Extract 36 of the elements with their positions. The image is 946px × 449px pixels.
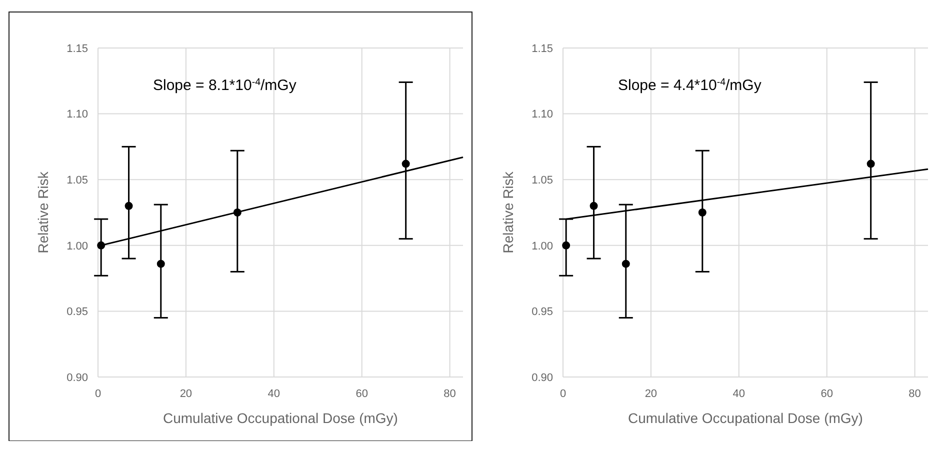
y-tick-label: 1.15 xyxy=(66,42,88,55)
y-tick-label: 1.00 xyxy=(532,240,553,252)
y-tick-label: 1.15 xyxy=(532,42,553,55)
x-tick-label: 40 xyxy=(732,388,746,400)
point xyxy=(562,241,570,250)
y-tick-label: 0.90 xyxy=(66,372,88,384)
point xyxy=(124,202,133,210)
y-tick-label: 0.95 xyxy=(532,306,553,318)
x-tick-label: 0 xyxy=(94,388,102,400)
y-axis-title: Relative Risk xyxy=(35,170,51,254)
point xyxy=(622,260,630,268)
point xyxy=(156,260,165,268)
x-tick-label: 20 xyxy=(180,388,192,400)
point xyxy=(590,202,598,210)
point xyxy=(698,208,706,216)
annotation: Slope = 8.1*10$^{-4}$/mGy xyxy=(153,76,297,94)
y-tick-label: 1.10 xyxy=(532,108,553,121)
y-tick-label: 0.90 xyxy=(532,372,553,384)
x-axis-title: Cumulative Occupational Dose (mGy) xyxy=(163,410,398,426)
y-tick-label: 1.10 xyxy=(66,108,88,121)
x-tick-label: 60 xyxy=(356,388,368,400)
x-tick-label: 40 xyxy=(268,388,280,400)
x-tick-label: 0 xyxy=(560,388,566,400)
x-tick-label: 20 xyxy=(644,388,658,400)
y-tick-label: 0.95 xyxy=(66,306,88,318)
annotation: Slope = 4.4*10$^{-4}$/mGy xyxy=(618,76,762,94)
x-tick-label: 60 xyxy=(820,388,833,400)
x-tick-label: 80 xyxy=(444,388,456,400)
y-axis-title: Relative Risk xyxy=(500,170,516,254)
point xyxy=(866,160,875,168)
x-axis-title: Cumulative Occupational Dose (mGy) xyxy=(628,410,863,426)
y-tick-label: 1.00 xyxy=(66,240,88,252)
point xyxy=(402,160,410,168)
y-tick-label: 1.05 xyxy=(532,174,553,186)
y-tick-label: 1.05 xyxy=(66,174,88,186)
x-tick-label: 80 xyxy=(908,388,921,400)
